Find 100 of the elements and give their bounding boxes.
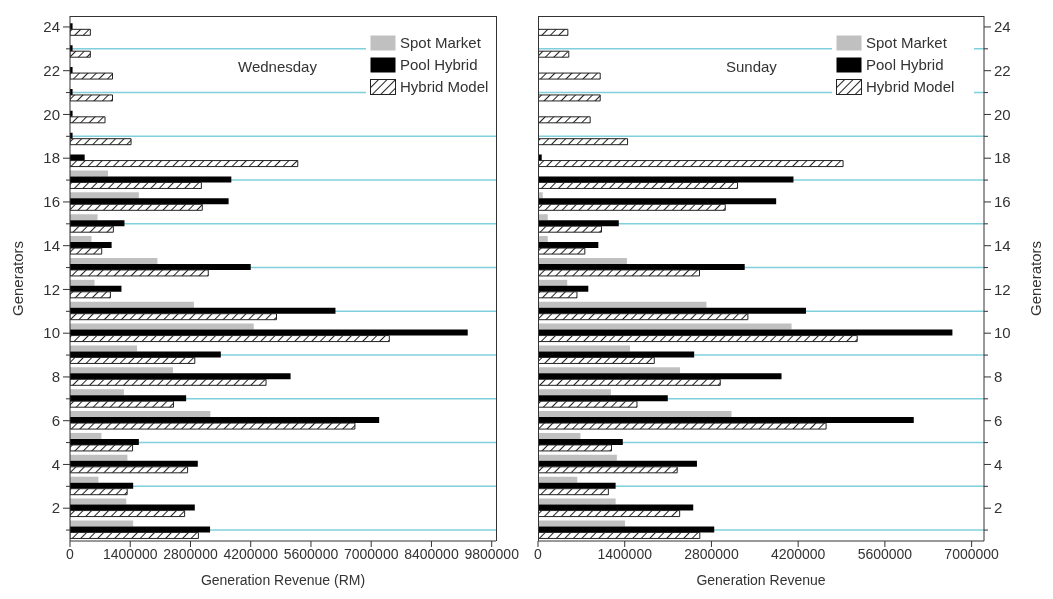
bar (70, 291, 111, 299)
bar (538, 454, 617, 461)
y-tick-label: 16 (994, 193, 1011, 211)
y-tick-label: 12 (994, 280, 1011, 298)
legend-label: Pool Hybrid (400, 55, 478, 75)
y-tick-label: 24 (994, 18, 1011, 36)
legend-label: Hybrid Model (400, 77, 489, 97)
bar (70, 345, 138, 352)
bar (70, 351, 221, 358)
y-tick-label: 8 (51, 368, 60, 386)
bar (538, 301, 707, 308)
y-tick-label: 20 (994, 105, 1011, 123)
bar (538, 422, 827, 430)
bar (70, 247, 103, 255)
bar (538, 198, 777, 205)
bar (538, 220, 619, 227)
y-tick-label: 10 (43, 324, 60, 342)
bar (538, 510, 681, 518)
bar (70, 236, 92, 243)
bar (538, 520, 626, 527)
legend-label: Spot Market (866, 33, 947, 53)
bar (538, 313, 749, 321)
x-tick-label: 4200000 (770, 545, 826, 562)
bar (70, 432, 102, 439)
bar (538, 335, 858, 343)
bar (538, 247, 586, 255)
y-tick-label: 14 (994, 236, 1011, 254)
bar (538, 395, 668, 402)
bar (538, 345, 631, 352)
bar (70, 335, 390, 343)
bar (538, 373, 782, 380)
x-tick-label: 0 (66, 545, 75, 562)
bar (70, 323, 254, 330)
x-tick-label: 4200000 (223, 545, 279, 562)
bar (70, 257, 158, 264)
bar (70, 220, 125, 227)
bar (70, 138, 132, 146)
x-tick-label: 5600000 (283, 545, 339, 562)
y-tick-label: 2 (51, 499, 60, 517)
bar (70, 466, 189, 474)
y-tick-label: 4 (51, 455, 60, 473)
x-tick-label: 9800000 (464, 545, 520, 562)
bar (70, 279, 95, 286)
y-tick-label: 8 (994, 368, 1003, 386)
y-tick-label: 16 (43, 193, 60, 211)
y-tick-label: 18 (43, 149, 60, 167)
y-tick-label: 22 (43, 61, 60, 79)
y-tick-label: 14 (43, 236, 60, 254)
x-tick-label: 8400000 (404, 545, 459, 562)
bar (70, 531, 199, 539)
bar (538, 444, 613, 452)
bar (538, 214, 548, 221)
bar (538, 50, 570, 58)
bar (538, 28, 569, 36)
bar (70, 367, 173, 374)
bar (538, 378, 721, 386)
bar (538, 323, 792, 330)
bar (70, 454, 128, 461)
bar (538, 400, 638, 408)
bar (70, 510, 186, 518)
bar (538, 279, 568, 286)
x-tick-label: 0 (534, 545, 543, 562)
bar (70, 444, 134, 452)
y-tick-label: 12 (43, 280, 60, 298)
bar (70, 181, 202, 189)
bar (538, 203, 726, 211)
bar (538, 432, 581, 439)
bar (70, 411, 211, 418)
bar (538, 94, 601, 102)
bar (538, 160, 844, 168)
y-tick-label: 4 (994, 455, 1003, 473)
bar (538, 476, 578, 483)
bar (538, 138, 629, 146)
bar (70, 400, 175, 408)
bar (538, 181, 739, 189)
y-tick-label: 22 (994, 61, 1011, 79)
bar (70, 192, 139, 199)
bar (70, 28, 91, 36)
y-tick-label: 10 (994, 324, 1011, 342)
bar (538, 176, 794, 183)
bar (70, 476, 99, 483)
bar (70, 203, 203, 211)
bar (538, 236, 548, 243)
x-tick-label: 1400000 (102, 545, 158, 562)
bar (70, 313, 277, 321)
x-tick-label: 1400000 (597, 545, 653, 562)
y-tick-label: 18 (994, 149, 1011, 167)
bar (70, 225, 114, 233)
bar (538, 225, 602, 233)
bar (70, 269, 209, 277)
text: Sunday (726, 58, 777, 75)
bar (538, 466, 678, 474)
bar (538, 351, 695, 358)
y-tick-label: 2 (994, 499, 1003, 517)
bar (538, 389, 611, 396)
x-axis-title: Generation Revenue (696, 572, 826, 588)
y-tick-label: 6 (994, 411, 1003, 429)
x-axis-title: Generation Revenue (RM) (200, 572, 366, 588)
bar (538, 526, 715, 533)
y-tick-label: 20 (43, 105, 60, 123)
